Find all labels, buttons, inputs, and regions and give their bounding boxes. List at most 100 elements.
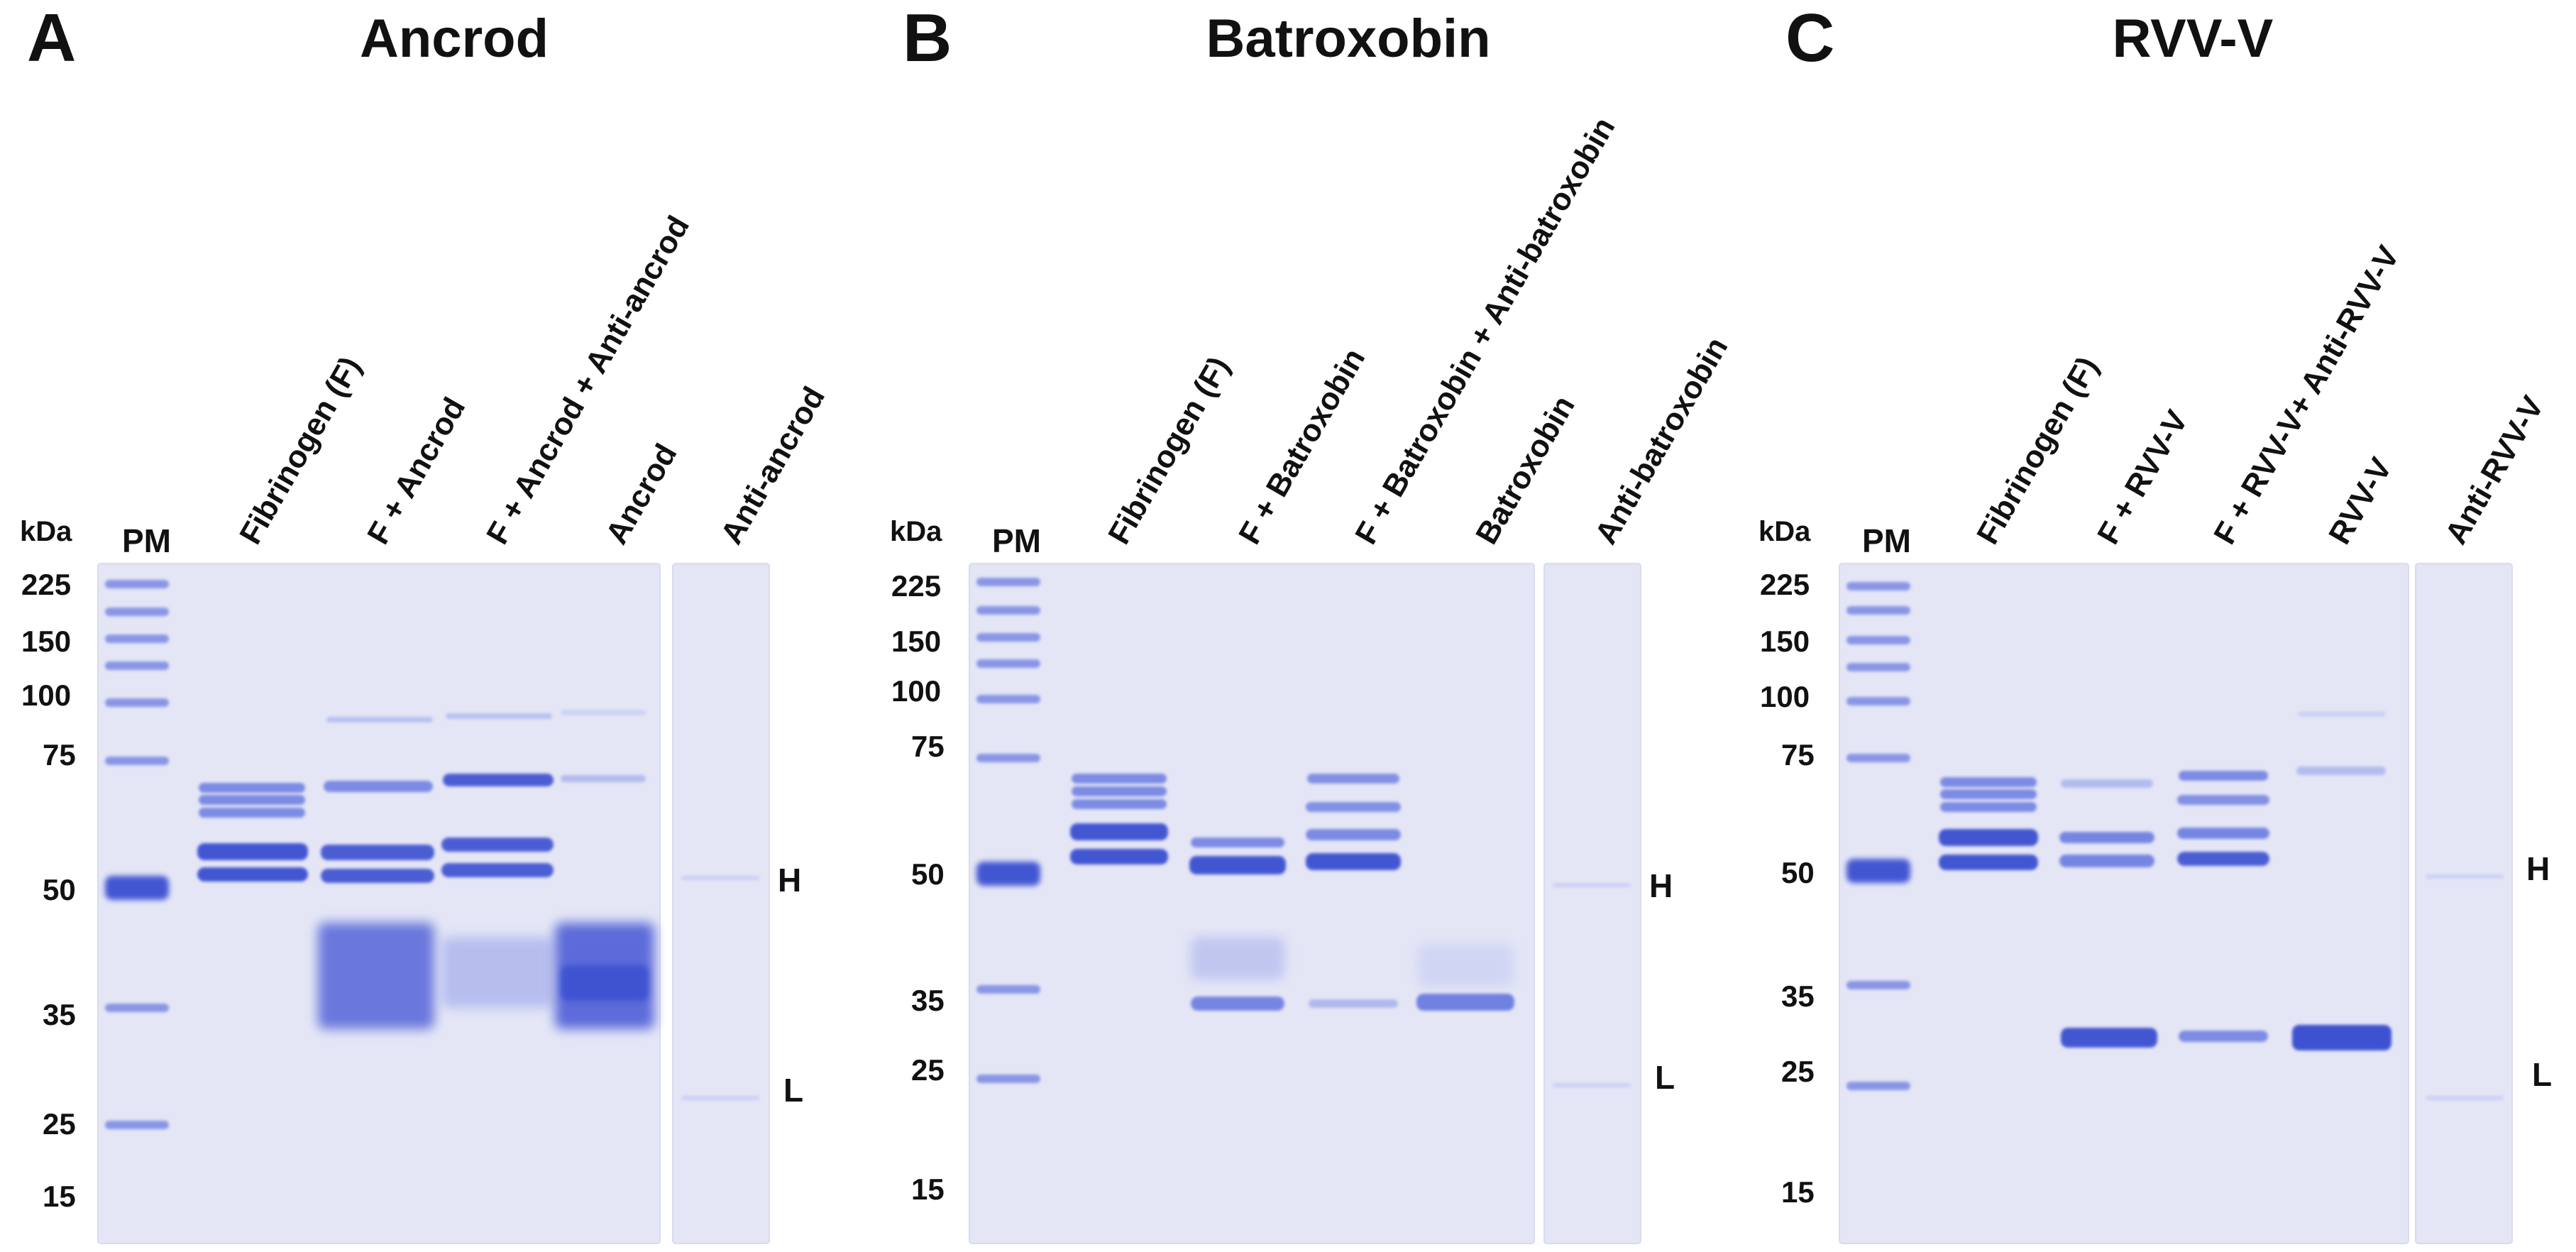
heavy-chain-label: H xyxy=(2526,850,2550,887)
mw-marker-labels: 225 150 100 75 50 35 25 15 xyxy=(21,568,76,1213)
lane-labels: Fibrinogen (F) F + Ancrod F + Ancrod + A… xyxy=(233,210,832,550)
lane-label: F + RVV-V xyxy=(2091,405,2195,550)
gel-band xyxy=(2177,852,2269,866)
ladder-band xyxy=(105,580,169,588)
ladder-band xyxy=(1846,859,1910,883)
mw-marker-label: 50 xyxy=(911,857,945,891)
fibrinogen-band xyxy=(199,795,305,805)
fibrinogen-band xyxy=(1072,774,1167,784)
lane-labels: Fibrinogen (F) F + Batroxobin F + Batrox… xyxy=(1101,111,1734,550)
gel-band xyxy=(2059,855,2154,867)
mw-marker-label: 75 xyxy=(43,738,76,771)
lane-label: F + Batroxobin + Anti-batroxobin xyxy=(1348,111,1622,550)
gel-bands xyxy=(1846,582,2504,1100)
fibrinogen-band xyxy=(199,783,305,793)
panel-letter: C xyxy=(1785,0,1834,76)
gel-band xyxy=(1191,996,1284,1011)
gel-band xyxy=(441,838,554,852)
fibrinogen-band xyxy=(1940,802,2037,812)
smear-band xyxy=(441,937,554,1008)
lane-label: Ancrod xyxy=(599,438,683,550)
heavy-chain-band xyxy=(2426,874,2504,879)
ladder-band xyxy=(105,1004,169,1012)
heavy-chain-label: H xyxy=(778,862,801,899)
ladder-band xyxy=(1846,754,1910,762)
mw-marker-label: 25 xyxy=(43,1107,76,1141)
light-chain-band xyxy=(2426,1096,2504,1100)
mw-marker-labels: 225 150 100 75 50 35 25 15 xyxy=(1760,568,1815,1209)
lane-label: Fibrinogen (F) xyxy=(1101,351,1236,550)
gel-bands xyxy=(105,580,759,1129)
smear-band xyxy=(1418,944,1513,987)
ladder-band xyxy=(105,757,169,765)
gel-band xyxy=(1191,838,1284,847)
ladder-band xyxy=(976,606,1040,615)
panel-b: B Batroxobin kDa PM Fibrinogen (F) F + B… xyxy=(890,0,1734,1244)
heavy-chain-band xyxy=(681,876,759,880)
ladder-band xyxy=(976,695,1040,703)
ladder-band xyxy=(976,633,1040,642)
ladder-band xyxy=(105,1121,169,1129)
gel-band xyxy=(2061,779,2153,788)
gel-band xyxy=(446,713,552,719)
gel-band xyxy=(321,845,434,860)
gel-band xyxy=(321,869,434,883)
mw-marker-label: 150 xyxy=(21,625,71,658)
panel-letter: A xyxy=(27,0,76,76)
fibrinogen-band xyxy=(197,843,308,860)
gel-band xyxy=(561,775,646,782)
ladder-band xyxy=(105,635,169,643)
ladder-band xyxy=(105,876,169,900)
panel-letter: B xyxy=(903,0,952,76)
fibrinogen-band xyxy=(1939,855,2038,870)
mw-marker-label: 25 xyxy=(911,1053,945,1087)
gel-band xyxy=(561,710,646,715)
lane-label: F + Ancrod xyxy=(360,392,472,550)
fibrinogen-band xyxy=(1072,799,1167,809)
ladder-band xyxy=(105,608,169,616)
light-chain-label: L xyxy=(2532,1056,2552,1093)
ladder-band xyxy=(976,754,1040,762)
gel-band xyxy=(1309,999,1398,1008)
panel-title: Batroxobin xyxy=(1206,9,1490,69)
light-chain-band xyxy=(1553,1083,1631,1087)
mw-marker-label: 225 xyxy=(21,568,71,601)
light-chain-label: L xyxy=(1655,1059,1675,1096)
gel-band xyxy=(1306,802,1401,812)
ladder-band xyxy=(976,1075,1040,1083)
gel-band xyxy=(1307,774,1399,784)
gel-band xyxy=(1306,829,1401,840)
gel-antibody xyxy=(1543,563,1641,1244)
lane-label: Anti-RVV-V xyxy=(2438,390,2550,550)
mw-marker-label: 25 xyxy=(1781,1055,1815,1088)
lane-label: RVV-V xyxy=(2322,451,2399,550)
gel-band xyxy=(2296,767,2386,775)
mw-marker-label: 50 xyxy=(1781,856,1815,889)
lane-labels: Fibrinogen (F) F + RVV-V F + RVV-V+ Anti… xyxy=(1970,240,2550,550)
ladder-band xyxy=(1846,697,1910,705)
mw-marker-label: 225 xyxy=(891,569,941,603)
mw-marker-label: 15 xyxy=(911,1173,945,1206)
gel-main xyxy=(97,563,661,1244)
mw-marker-label: 150 xyxy=(891,625,941,658)
gel-band xyxy=(2292,1025,2391,1050)
fibrinogen-band xyxy=(1072,786,1167,796)
gel-antibody xyxy=(2415,563,2513,1244)
pm-lane-label: PM xyxy=(122,522,171,559)
ladder-band xyxy=(105,661,169,670)
gel-band xyxy=(2177,795,2269,805)
fibrinogen-band xyxy=(197,867,308,882)
mw-marker-label: 100 xyxy=(21,679,71,712)
ladder-band xyxy=(976,659,1040,668)
mw-marker-label: 15 xyxy=(1781,1175,1815,1209)
fibrinogen-band xyxy=(199,808,305,818)
gel-band xyxy=(1189,856,1286,874)
gel-main xyxy=(969,563,1535,1244)
gel-bands xyxy=(976,578,1631,1087)
lane-label: Fibrinogen (F) xyxy=(233,351,368,550)
mw-marker-label: 35 xyxy=(43,998,76,1031)
gel-band xyxy=(1306,853,1401,870)
mw-marker-labels: 225 150 100 75 50 35 25 15 xyxy=(891,569,945,1206)
gel-band xyxy=(561,965,649,1001)
gel-band xyxy=(324,781,433,792)
